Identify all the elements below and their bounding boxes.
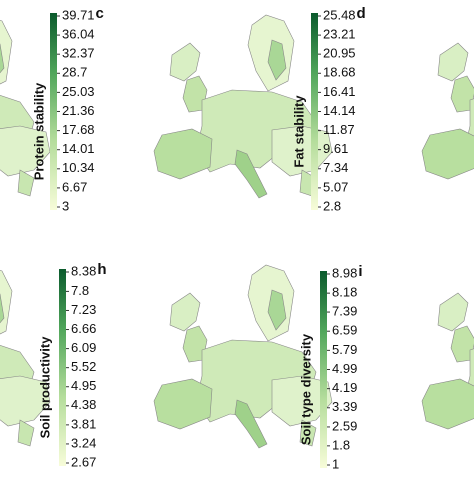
tick-label: 25.48 — [323, 7, 356, 22]
tick-label: 3.81 — [71, 416, 96, 431]
tick-label: 36.04 — [62, 27, 95, 42]
tick-label: 11.87 — [323, 122, 355, 137]
tick-label: 28.7 — [62, 65, 87, 80]
tick-label: 5.07 — [323, 179, 348, 194]
tick-label: 5.52 — [71, 359, 96, 374]
tick-label: 3.39 — [332, 399, 357, 414]
panel-letter: i — [358, 263, 362, 280]
tick-label: 23.21 — [323, 27, 356, 42]
tick-label: 7.34 — [323, 160, 348, 175]
tick-label: 7.8 — [71, 283, 89, 298]
tick-label: 4.19 — [332, 380, 357, 395]
tick-label: 20.95 — [323, 46, 356, 61]
tick-label: 16.41 — [323, 84, 356, 99]
colorbar-title: Protein stability — [31, 82, 46, 180]
tick-label: 4.38 — [71, 397, 96, 412]
tick-label: 3 — [62, 198, 69, 213]
tick-label: 1 — [332, 456, 339, 471]
tick-label: 6.59 — [332, 323, 357, 338]
tick-label: 8.98 — [332, 265, 357, 280]
tick-label: 14.01 — [62, 141, 95, 156]
tick-label: 6.09 — [71, 340, 96, 355]
map — [421, 14, 474, 199]
colorbar — [311, 13, 318, 210]
tick-label: 6.67 — [62, 179, 87, 194]
panel-letter: h — [97, 261, 106, 278]
tick-label: 2.59 — [332, 418, 357, 433]
tick-label: 39.71 — [62, 7, 95, 22]
tick-label: 10.34 — [62, 160, 95, 175]
tick-label: 6.66 — [71, 321, 96, 336]
colorbar-title: Soil type diversity — [298, 333, 313, 445]
tick-label: 21.36 — [62, 103, 95, 118]
colorbar — [320, 271, 327, 468]
tick-label: 18.68 — [323, 65, 356, 80]
tick-label: 1.8 — [332, 437, 350, 452]
panel-letter: c — [96, 5, 104, 22]
colorbar — [59, 269, 66, 466]
tick-label: 7.23 — [71, 302, 96, 317]
tick-label: 17.68 — [62, 122, 95, 137]
tick-label: 2.67 — [71, 454, 96, 469]
tick-label: 7.39 — [332, 303, 357, 318]
tick-label: 14.14 — [323, 103, 356, 118]
tick-label: 8.18 — [332, 285, 357, 300]
tick-label: 4.99 — [332, 361, 357, 376]
panel-letter: d — [357, 5, 366, 22]
colorbar-title: Soil productivity — [37, 336, 52, 439]
tick-label: 5.79 — [332, 342, 357, 357]
map — [421, 264, 474, 449]
colorbar-title: Fat stability — [291, 95, 306, 168]
tick-label: 3.24 — [71, 435, 96, 450]
tick-label: 32.37 — [62, 46, 95, 61]
tick-label: 25.03 — [62, 84, 95, 99]
tick-label: 4.95 — [71, 378, 96, 393]
tick-label: 8.38 — [71, 263, 96, 278]
colorbar — [50, 13, 57, 210]
tick-label: 9.61 — [323, 141, 348, 156]
tick-label: 2.8 — [323, 198, 341, 213]
